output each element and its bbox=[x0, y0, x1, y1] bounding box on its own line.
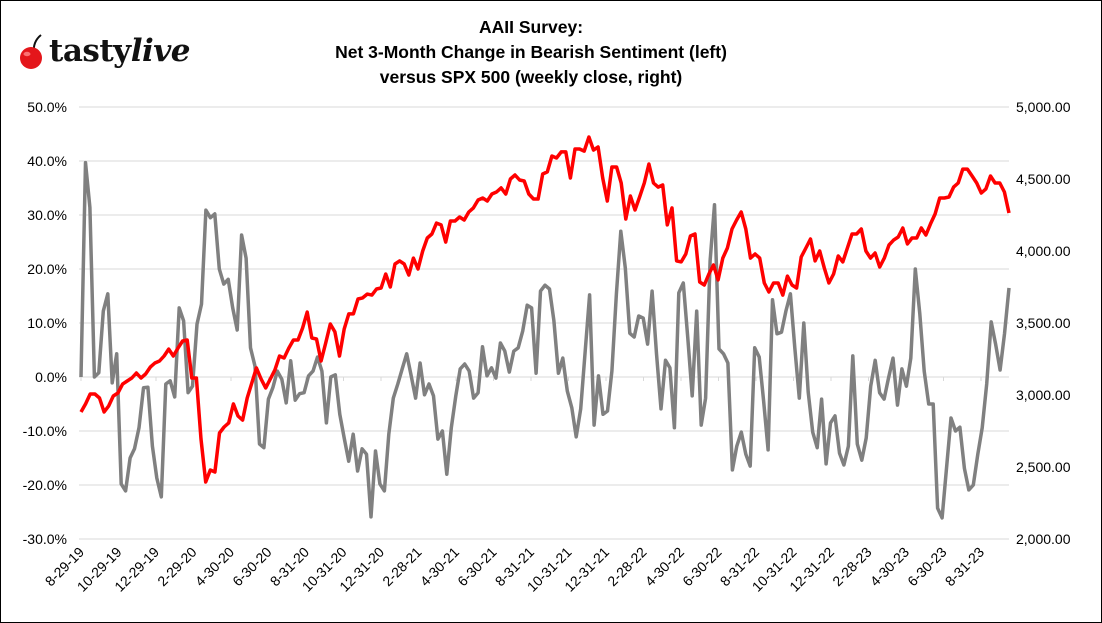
left-axis-labels: -30.0% -20.0% -10.0% 0.0% 10.0% 20.0% 30.0% 40.… bbox=[23, 99, 67, 547]
gridlines bbox=[79, 106, 1009, 540]
left-axis-tick-label: -30.0% bbox=[23, 531, 67, 547]
left-axis-tick-label: 10.0% bbox=[27, 315, 67, 331]
left-axis-tick-label: 40.0% bbox=[27, 153, 67, 169]
tastylive-logo: tastylive bbox=[17, 29, 191, 73]
left-axis-tick-label: 20.0% bbox=[27, 261, 67, 277]
x-axis-tick-label: 4-30-21 bbox=[417, 544, 463, 590]
x-axis-tick-label: 2-28-21 bbox=[379, 544, 425, 590]
right-axis-labels: 2,000.00 2,500.00 3,000.00 3,500.00 4,000.00… bbox=[1016, 99, 1071, 547]
x-axis-tick-label: 8-31-23 bbox=[942, 544, 988, 590]
right-axis-tick-label: 3,500.00 bbox=[1016, 315, 1071, 331]
x-axis-tick-label: 2-29-20 bbox=[154, 544, 200, 590]
chart-title: AAII Survey: Net 3-Month Change in Beari… bbox=[231, 15, 831, 90]
logo-text-live: live bbox=[130, 33, 191, 69]
right-axis-tick-label: 5,000.00 bbox=[1016, 99, 1071, 115]
x-axis-tick-label: 2-28-23 bbox=[829, 544, 875, 590]
right-axis-tick-label: 2,000.00 bbox=[1016, 531, 1071, 547]
x-axis-tick-label: 2-28-22 bbox=[604, 544, 650, 590]
spx-line bbox=[79, 135, 1011, 484]
chart-title-line-2: Net 3-Month Change in Bearish Sentiment … bbox=[335, 42, 727, 62]
x-axis-tick-label: 6-30-23 bbox=[904, 544, 950, 590]
x-axis-tick-label: 4-30-22 bbox=[642, 544, 688, 590]
x-axis-tick-label: 6-30-21 bbox=[454, 544, 500, 590]
right-axis-tick-label: 3,000.00 bbox=[1016, 387, 1071, 403]
right-axis-tick-label: 4,500.00 bbox=[1016, 171, 1071, 187]
x-axis-tick-label: 6-30-20 bbox=[229, 544, 275, 590]
left-axis-tick-label: -10.0% bbox=[23, 423, 67, 439]
right-axis-tick-label: 4,000.00 bbox=[1016, 243, 1071, 259]
x-axis-tick-label: 4-30-20 bbox=[192, 544, 238, 590]
bearish-change-line bbox=[79, 160, 1011, 520]
cherry-icon bbox=[20, 34, 42, 69]
chart-title-line-3: versus SPX 500 (weekly close, right) bbox=[379, 67, 683, 87]
right-axis-tick-label: 2,500.00 bbox=[1016, 459, 1071, 475]
x-axis-labels: 8-29-1910-29-1912-29-192-29-204-30-206-3… bbox=[42, 544, 988, 595]
series-lines bbox=[79, 135, 1011, 520]
left-axis-tick-label: 30.0% bbox=[27, 207, 67, 223]
left-axis-tick-label: 0.0% bbox=[35, 369, 67, 385]
x-axis-tick-label: 6-30-22 bbox=[679, 544, 725, 590]
logo-wordmark: tastylive bbox=[49, 33, 191, 69]
left-axis-tick-label: -20.0% bbox=[23, 477, 67, 493]
left-axis-tick-label: 50.0% bbox=[27, 99, 67, 115]
logo-text-tasty: tasty bbox=[49, 33, 131, 69]
x-axis-tick-label: 4-30-23 bbox=[867, 544, 913, 590]
chart-title-line-1: AAII Survey: bbox=[478, 17, 584, 37]
